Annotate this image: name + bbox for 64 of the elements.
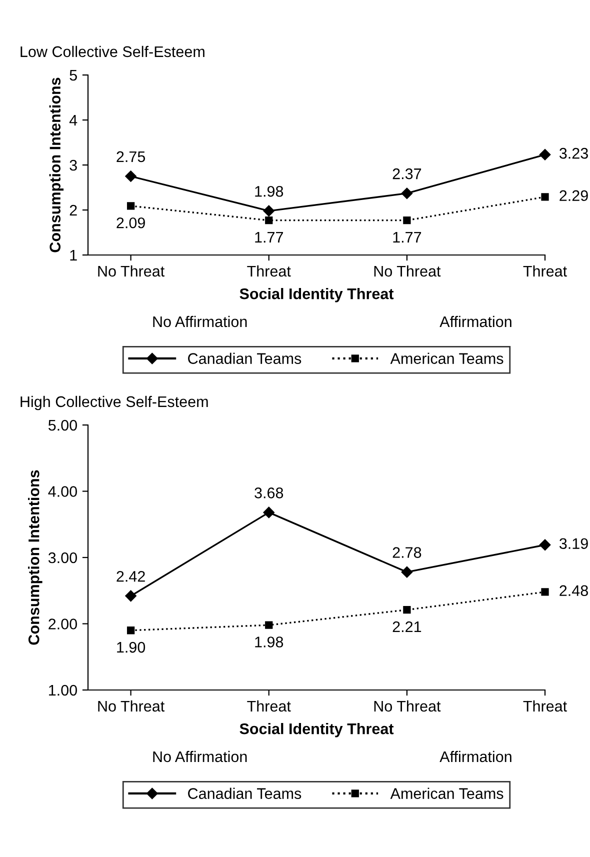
x-tick-label: Threat	[523, 700, 567, 712]
point	[125, 170, 136, 182]
data-label: 3.68	[254, 488, 284, 498]
point	[126, 626, 135, 634]
y-tick-label: 4.00	[48, 486, 77, 497]
point	[263, 205, 274, 217]
point	[403, 216, 411, 224]
text: No Affirmation	[153, 750, 247, 762]
data-label: 1.98	[255, 186, 284, 197]
x-tick-label: No Threat	[98, 700, 165, 712]
y-tick-label: 1	[70, 250, 77, 261]
data-label: 2.42	[116, 570, 145, 582]
data-label: 1.77	[393, 232, 422, 243]
x-axis-title: Social Identity Threat	[240, 288, 394, 302]
point	[265, 621, 273, 629]
x-axis-title: Social Identity Threat	[240, 722, 394, 738]
x-tick-label: No Threat	[374, 700, 441, 712]
point	[539, 149, 551, 160]
data-label: 2.78	[392, 547, 422, 558]
point	[403, 606, 411, 614]
chart-title: Low Collective Self-Esteem	[20, 46, 204, 58]
y-tick-label: 4	[69, 115, 78, 126]
y-axis-title: Consumption Intentions	[49, 78, 64, 252]
point	[539, 539, 551, 551]
data-label: 2.75	[116, 151, 146, 162]
point	[125, 590, 136, 602]
point	[541, 588, 549, 596]
data-label: 1.77	[255, 232, 283, 243]
data-label: 1.98	[255, 636, 284, 648]
data-label: 3.23	[559, 148, 588, 159]
legend-label: American Teams	[390, 352, 504, 364]
x-tick-label: No Threat	[374, 265, 441, 277]
data-label: 1.90	[117, 642, 146, 653]
point	[401, 566, 413, 578]
y-tick-label: 1.00	[49, 684, 77, 696]
x-tick-label: Threat	[523, 265, 567, 277]
y-tick-label: 2.00	[48, 618, 77, 630]
point	[401, 188, 413, 199]
data-label: 2.48	[560, 585, 588, 596]
data-label: 2.37	[392, 168, 422, 180]
legend-label: American Teams	[390, 788, 504, 799]
point	[263, 506, 274, 518]
data-label: 3.19	[559, 538, 588, 550]
data-label: 2.21	[392, 621, 422, 632]
data-label: 2.09	[116, 217, 145, 228]
y-tick-label: 3.00	[48, 552, 77, 564]
x-tick-label: Threat	[247, 265, 291, 277]
point	[126, 202, 135, 210]
text: Affirmation	[440, 316, 512, 328]
y-axis-title: Consumption Intentions	[28, 470, 42, 645]
point	[541, 193, 549, 201]
x-tick-label: No Threat	[98, 265, 165, 277]
x-tick-label: Threat	[247, 700, 291, 712]
chart-title: High Collective Self-Esteem	[20, 396, 208, 410]
y-tick-label: 2	[70, 204, 77, 216]
y-tick-label: 5	[70, 70, 77, 81]
legend-label: Canadian Teams	[188, 788, 302, 799]
text: Affirmation	[440, 750, 512, 762]
data-label: 2.29	[560, 190, 588, 202]
legend-label: Canadian Teams	[188, 352, 302, 364]
y-tick-label: 3	[70, 160, 77, 171]
point	[265, 216, 273, 224]
text: No Affirmation	[153, 316, 247, 328]
y-tick-label: 5.00	[48, 420, 77, 431]
